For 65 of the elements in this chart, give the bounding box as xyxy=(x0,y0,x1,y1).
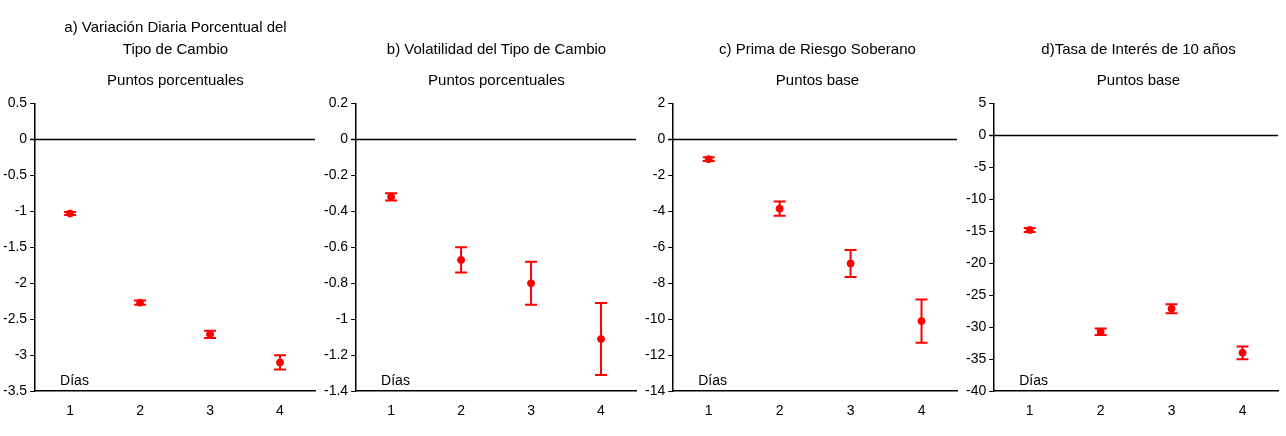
y-tick-label: -2 xyxy=(652,166,666,183)
x-tick-label: 2 xyxy=(457,402,466,419)
chart-subtitle: Puntos porcentuales xyxy=(107,70,244,90)
y-tick-label: -1.5 xyxy=(3,238,28,255)
x-tick-label: 3 xyxy=(527,402,536,419)
y-tick-label: 0 xyxy=(978,126,987,143)
chart-title: c) Prima de Riesgo Soberano xyxy=(719,39,916,59)
y-tick-label: -2.5 xyxy=(3,310,28,327)
y-tick-label: -2 xyxy=(14,274,28,291)
y-tick-label: -25 xyxy=(966,286,987,303)
y-tick-label: -6 xyxy=(652,238,666,255)
chart-title: a) Variación Diaria Porcentual del Tipo de Cambio xyxy=(63,17,288,59)
y-tick-label: -15 xyxy=(966,222,987,239)
x-tick-label: 2 xyxy=(1096,402,1105,419)
y-tick-label: 0.2 xyxy=(328,94,349,111)
x-axis-title: Días xyxy=(1019,372,1049,389)
y-tick-label: -1 xyxy=(335,310,349,327)
y-tick-label: 0 xyxy=(19,130,28,147)
x-tick-label: 1 xyxy=(704,402,713,419)
x-tick-label: 3 xyxy=(206,402,215,419)
y-tick-label: -5 xyxy=(973,158,987,175)
y-tick-label: 5 xyxy=(978,94,987,111)
chart-subtitle: Puntos base xyxy=(1096,70,1181,90)
x-tick-label: 2 xyxy=(136,402,145,419)
chart-subtitle: Puntos porcentuales xyxy=(428,70,565,90)
x-tick-label: 1 xyxy=(1025,402,1034,419)
y-tick-label: -1.4 xyxy=(324,382,349,399)
x-tick-label: 1 xyxy=(387,402,396,419)
y-tick-label: -35 xyxy=(966,350,987,367)
y-tick-label: -40 xyxy=(966,382,987,399)
x-tick-label: 3 xyxy=(846,402,855,419)
chart-title: b) Volatilidad del Tipo de Cambio xyxy=(386,39,607,59)
x-axis-title: Días xyxy=(698,372,728,389)
y-tick-label: -1.2 xyxy=(324,346,349,363)
y-tick-label: -0.4 xyxy=(324,202,349,219)
chart-subtitle: Puntos base xyxy=(775,70,860,90)
chart-title: d)Tasa de Interés de 10 años xyxy=(1041,39,1236,59)
y-tick-label: -1 xyxy=(14,202,28,219)
y-tick-label: -3 xyxy=(14,346,28,363)
y-tick-label: -0.6 xyxy=(324,238,349,255)
y-tick-label: -0.2 xyxy=(324,166,349,183)
y-tick-label: -20 xyxy=(966,254,987,271)
x-tick-label: 4 xyxy=(1238,402,1247,419)
y-tick-label: -3.5 xyxy=(3,382,28,399)
y-tick-label: -8 xyxy=(652,274,666,291)
x-axis-title: Días xyxy=(381,372,410,389)
y-tick-label: -14 xyxy=(645,382,666,399)
x-tick-label: 4 xyxy=(276,402,285,419)
x-tick-label: 3 xyxy=(1167,402,1176,419)
y-tick-label: -0.8 xyxy=(324,274,349,291)
y-tick-label: -4 xyxy=(652,202,666,219)
y-tick-label: 0 xyxy=(657,130,666,147)
y-tick-label: 0.5 xyxy=(7,94,28,111)
x-tick-label: 1 xyxy=(66,402,75,419)
y-tick-label: -10 xyxy=(645,310,666,327)
y-tick-label: -0.5 xyxy=(3,166,28,183)
y-tick-label: -10 xyxy=(966,190,987,207)
y-tick-label: -30 xyxy=(966,318,987,335)
x-axis-title: Días xyxy=(60,372,89,389)
x-tick-label: 4 xyxy=(917,402,926,419)
x-tick-label: 2 xyxy=(775,402,784,419)
y-tick-label: 0 xyxy=(340,130,349,147)
y-tick-label: 2 xyxy=(657,94,666,111)
x-tick-label: 4 xyxy=(597,402,606,419)
y-tick-label: -12 xyxy=(645,346,666,363)
